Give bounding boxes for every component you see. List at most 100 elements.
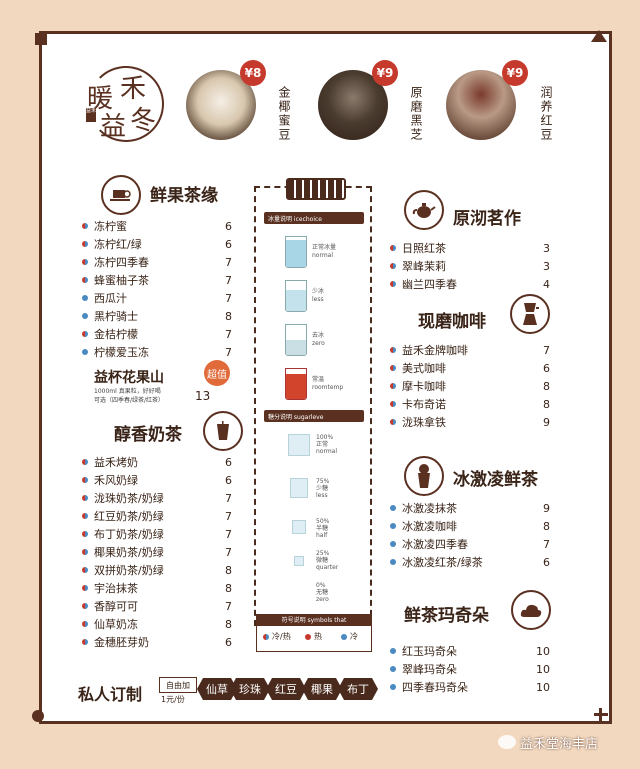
menu-item: 冰激凌抹茶 9 bbox=[390, 499, 550, 517]
menu-item: 美式咖啡 6 bbox=[390, 359, 550, 377]
sugar-pct: 25% bbox=[316, 550, 330, 557]
menu-item-name: 摩卡咖啡 bbox=[402, 380, 446, 393]
menu-item: 泷珠拿铁 9 bbox=[390, 413, 550, 431]
hot-cold-dot-icon bbox=[82, 331, 88, 337]
hot-cold-dot-icon bbox=[390, 245, 396, 251]
menu-item-price: 9 bbox=[543, 501, 550, 515]
featured-drink-name: 原磨黑芝 bbox=[409, 86, 423, 142]
sugar-en: less bbox=[316, 492, 328, 499]
hot-cold-dot-icon bbox=[82, 585, 88, 591]
menu-item-price: 8 bbox=[225, 563, 232, 577]
menu-item-price: 6 bbox=[543, 555, 550, 569]
ice-level-label: 少冰 bbox=[312, 288, 325, 295]
logo-seal-text: 益禾 bbox=[86, 108, 97, 114]
section-title-fresh-tea: 鲜果茶缘 bbox=[150, 186, 218, 206]
menu-item-price: 6 bbox=[225, 635, 232, 649]
ice-sugar-panel: 冰量说明 icechoice 正常冰量 normal 少冰 less 去冰 ze… bbox=[254, 178, 372, 626]
menu-item-name: 冰激凌四季春 bbox=[402, 538, 468, 551]
fruit-mountain-desc: 1000ml 真果粒，好好喝 bbox=[94, 388, 161, 395]
sugar-header: 糖分说明 sugarleve bbox=[264, 410, 364, 422]
menu-item-name: 金穗胚芽奶 bbox=[94, 636, 149, 649]
menu-item: 冰激凌咖啡 8 bbox=[390, 517, 550, 535]
cold-dot-icon bbox=[82, 349, 88, 355]
hot-cold-dot-icon bbox=[82, 277, 88, 283]
menu-item-price: 3 bbox=[543, 259, 550, 273]
symbols-header: 符号说明 symbols that bbox=[257, 615, 371, 626]
fruit-mountain-price: 13 bbox=[195, 389, 211, 403]
featured-price-badge: ¥9 bbox=[502, 60, 528, 86]
menu-item-name: 日照红茶 bbox=[402, 242, 446, 255]
menu-item-price: 6 bbox=[543, 361, 550, 375]
menu-item-price: 7 bbox=[225, 273, 232, 287]
menu-item: 冰激凌红茶/绿茶 6 bbox=[390, 553, 550, 571]
symbols-legend: 符号说明 symbols that 冷/热 热 冷 bbox=[256, 614, 372, 652]
menu-item-price: 3 bbox=[543, 241, 550, 255]
menu-item-name: 柠檬爱玉冻 bbox=[94, 346, 149, 359]
menu-item-name: 冰激凌咖啡 bbox=[402, 520, 457, 533]
macchiato-list: 红玉玛奇朵 10 翠峰玛奇朵 10 四季春玛奇朵 10 bbox=[390, 642, 550, 696]
hot-cold-dot-icon bbox=[390, 347, 396, 353]
hot-cold-dot-icon bbox=[82, 549, 88, 555]
menu-item-name: 泷珠拿铁 bbox=[402, 416, 446, 429]
panel-tag-icon bbox=[286, 178, 346, 200]
sugar-cubes-icon bbox=[288, 434, 310, 456]
menu-item-name: 冻柠蜜 bbox=[94, 220, 127, 233]
menu-item-name: 椰果奶茶/奶绿 bbox=[94, 546, 164, 559]
section-title-ice-cream: 冰激凌鲜茶 bbox=[453, 470, 538, 490]
section-title-coffee: 现磨咖啡 bbox=[418, 312, 486, 332]
menu-item-price: 8 bbox=[543, 379, 550, 393]
sugar-cn: 少糖 bbox=[316, 485, 329, 492]
menu-item-name: 香醇可可 bbox=[94, 600, 138, 613]
cold-dot-icon bbox=[82, 313, 88, 319]
cold-dot-icon bbox=[390, 684, 396, 690]
menu-item: 四季春玛奇朵 10 bbox=[390, 678, 550, 696]
topping-chip: 椰果 bbox=[302, 678, 342, 700]
menu-item: 金桔柠檬 7 bbox=[82, 325, 232, 343]
menu-item: 翠峰玛奇朵 10 bbox=[390, 660, 550, 678]
ice-header: 冰量说明 icechoice bbox=[264, 212, 364, 224]
sugar-cn: 半糖 bbox=[316, 525, 329, 532]
topping-chip: 布丁 bbox=[338, 678, 378, 700]
menu-item-price: 4 bbox=[543, 277, 550, 291]
fresh-tea-list: 冻柠蜜 6 冻柠红/绿 6 冻柠四季春 7 蜂蜜柚子茶 7 西瓜汁 7 黑柠骑士 8 金桔柠檬 7 柠檬爱玉… bbox=[82, 217, 232, 361]
menu-item-price: 7 bbox=[225, 327, 232, 341]
menu-item-price: 8 bbox=[225, 581, 232, 595]
symbol-label: 冷 bbox=[350, 632, 358, 641]
menu-item-price: 10 bbox=[536, 680, 550, 694]
menu-item-price: 6 bbox=[225, 237, 232, 251]
sugar-cn: 微糖 bbox=[316, 557, 329, 564]
hot-cold-dot-icon bbox=[390, 263, 396, 269]
hot-dot-icon bbox=[305, 634, 311, 640]
menu-item-name: 冰激凌抹茶 bbox=[402, 502, 457, 515]
menu-item: 香醇可可 7 bbox=[82, 597, 232, 615]
cloud-icon bbox=[511, 590, 551, 630]
corner-triangle-icon bbox=[591, 30, 607, 42]
menu-item-price: 6 bbox=[225, 455, 232, 469]
menu-item-price: 7 bbox=[543, 343, 550, 357]
custom-box-label: 自由加 bbox=[166, 680, 190, 690]
menu-item-price: 7 bbox=[225, 491, 232, 505]
logo-char: 冬 bbox=[130, 106, 157, 136]
teapot-icon bbox=[404, 190, 444, 230]
custom-price: 1元/份 bbox=[161, 695, 185, 704]
cold-dot-icon bbox=[82, 295, 88, 301]
hot-cold-dot-icon bbox=[82, 241, 88, 247]
hot-cold-dot-icon bbox=[82, 223, 88, 229]
menu-item-name: 翠峰玛奇朵 bbox=[402, 663, 457, 676]
hot-cold-dot-icon bbox=[82, 531, 88, 537]
menu-item-name: 黑柠骑士 bbox=[94, 310, 138, 323]
menu-item: 红玉玛奇朵 10 bbox=[390, 642, 550, 660]
sugar-en: normal bbox=[316, 448, 338, 455]
wechat-icon bbox=[498, 735, 516, 749]
custom-title: 私人订制 bbox=[78, 685, 143, 704]
symbol-label: 热 bbox=[314, 632, 322, 641]
featured-price-badge: ¥8 bbox=[240, 60, 266, 86]
ice-level-en: roomtemp bbox=[312, 384, 344, 391]
hot-cold-dot-icon bbox=[82, 477, 88, 483]
ice-level-en: less bbox=[312, 296, 324, 303]
hot-cold-dot-icon bbox=[82, 639, 88, 645]
menu-item: 柠檬爱玉冻 7 bbox=[82, 343, 232, 361]
hot-cold-dot-icon bbox=[82, 513, 88, 519]
menu-item-name: 益禾金牌咖啡 bbox=[402, 344, 468, 357]
watermark-text: 益禾堂海丰店 bbox=[520, 737, 599, 752]
